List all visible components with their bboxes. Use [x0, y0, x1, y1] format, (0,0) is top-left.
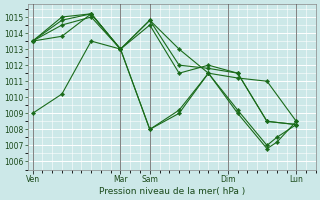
X-axis label: Pression niveau de la mer( hPa ): Pression niveau de la mer( hPa ) [99, 187, 245, 196]
